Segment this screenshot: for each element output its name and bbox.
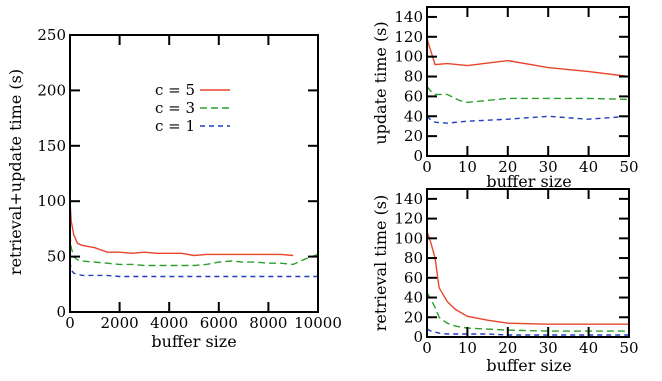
plot-frame — [426, 188, 630, 338]
x-tick-label: 0 — [422, 158, 432, 176]
x-tick-label: 8000 — [249, 314, 287, 332]
y-tick-label: 80 — [404, 68, 423, 86]
x-tick-label: 10 — [458, 158, 477, 176]
y-tick-label: 20 — [404, 127, 423, 145]
x-tick-label: 6000 — [200, 314, 238, 332]
plot-area — [426, 38, 630, 124]
y-tick-label: 40 — [404, 289, 423, 307]
x-tick-label: 0 — [65, 314, 75, 332]
chart-retrieval-update: 0 2000 4000 6000 8000 10000 0 50 100 150 200 250 bu… — [6, 26, 342, 351]
x-tick-label: 2000 — [101, 314, 139, 332]
x-axis-label: buffer size — [151, 332, 236, 351]
x-tick-label: 10 — [458, 339, 477, 357]
y-tick-label: 100 — [394, 229, 423, 247]
y-tick-label: 100 — [37, 192, 66, 210]
x-tick-label: 10000 — [294, 314, 342, 332]
y-tick-label: 140 — [394, 190, 423, 208]
y-tick-label: 50 — [47, 248, 66, 266]
legend-label-c1: c = 1 — [155, 117, 195, 135]
y-tick-label: 60 — [404, 87, 423, 105]
series-line-c-5 — [426, 38, 630, 78]
y-tick-label: 140 — [394, 8, 423, 26]
x-axis-label: buffer size — [486, 172, 571, 191]
series-line-c-1 — [426, 115, 630, 124]
series-line-c-5 — [69, 201, 294, 257]
series-line-c-1 — [426, 328, 629, 336]
series-line-c-1 — [69, 261, 318, 278]
y-tick-label: 40 — [404, 107, 423, 125]
plot-frame — [426, 6, 630, 157]
y-tick-label: 20 — [404, 308, 423, 326]
y-tick-label: 0 — [413, 328, 423, 346]
plot-area — [69, 201, 319, 278]
x-tick-label: 30 — [539, 339, 558, 357]
x-axis-label: buffer size — [486, 356, 571, 375]
axis-ticks: 0 2000 4000 6000 8000 10000 0 50 100 150 200 250 — [37, 26, 342, 332]
series-line-c-3 — [426, 86, 630, 104]
series-line-c-5 — [426, 231, 629, 325]
y-tick-label: 120 — [394, 28, 423, 46]
x-tick-label: 4000 — [150, 314, 188, 332]
y-axis-label: retrieval time (s) — [371, 195, 390, 332]
x-tick-label: 40 — [579, 158, 598, 176]
x-tick-label: 0 — [422, 339, 432, 357]
y-tick-label: 0 — [56, 303, 66, 321]
plot-frame — [69, 34, 319, 313]
y-tick-label: 150 — [37, 137, 66, 155]
x-tick-label: 50 — [619, 158, 638, 176]
series-line-c-3 — [69, 234, 319, 267]
x-tick-label: 30 — [539, 158, 558, 176]
x-tick-label: 40 — [579, 339, 598, 357]
y-tick-label: 200 — [37, 81, 66, 99]
legend-label-c5: c = 5 — [155, 81, 195, 99]
legend: c = 5 c = 3 c = 1 — [155, 81, 230, 135]
y-axis-label: update time (s) — [371, 21, 390, 144]
y-tick-label: 60 — [404, 269, 423, 287]
x-tick-label: 50 — [619, 339, 638, 357]
x-tick-label: 20 — [498, 158, 517, 176]
series-line-c-3 — [426, 292, 629, 332]
y-tick-label: 120 — [394, 210, 423, 228]
y-tick-label: 100 — [394, 48, 423, 66]
y-axis-label: retrieval+update time (s) — [6, 69, 25, 275]
plot-area — [426, 231, 629, 336]
y-tick-label: 80 — [404, 249, 423, 267]
y-tick-label: 0 — [413, 147, 423, 165]
legend-label-c3: c = 3 — [155, 99, 195, 117]
x-tick-label: 20 — [498, 339, 517, 357]
y-tick-label: 250 — [37, 26, 66, 44]
